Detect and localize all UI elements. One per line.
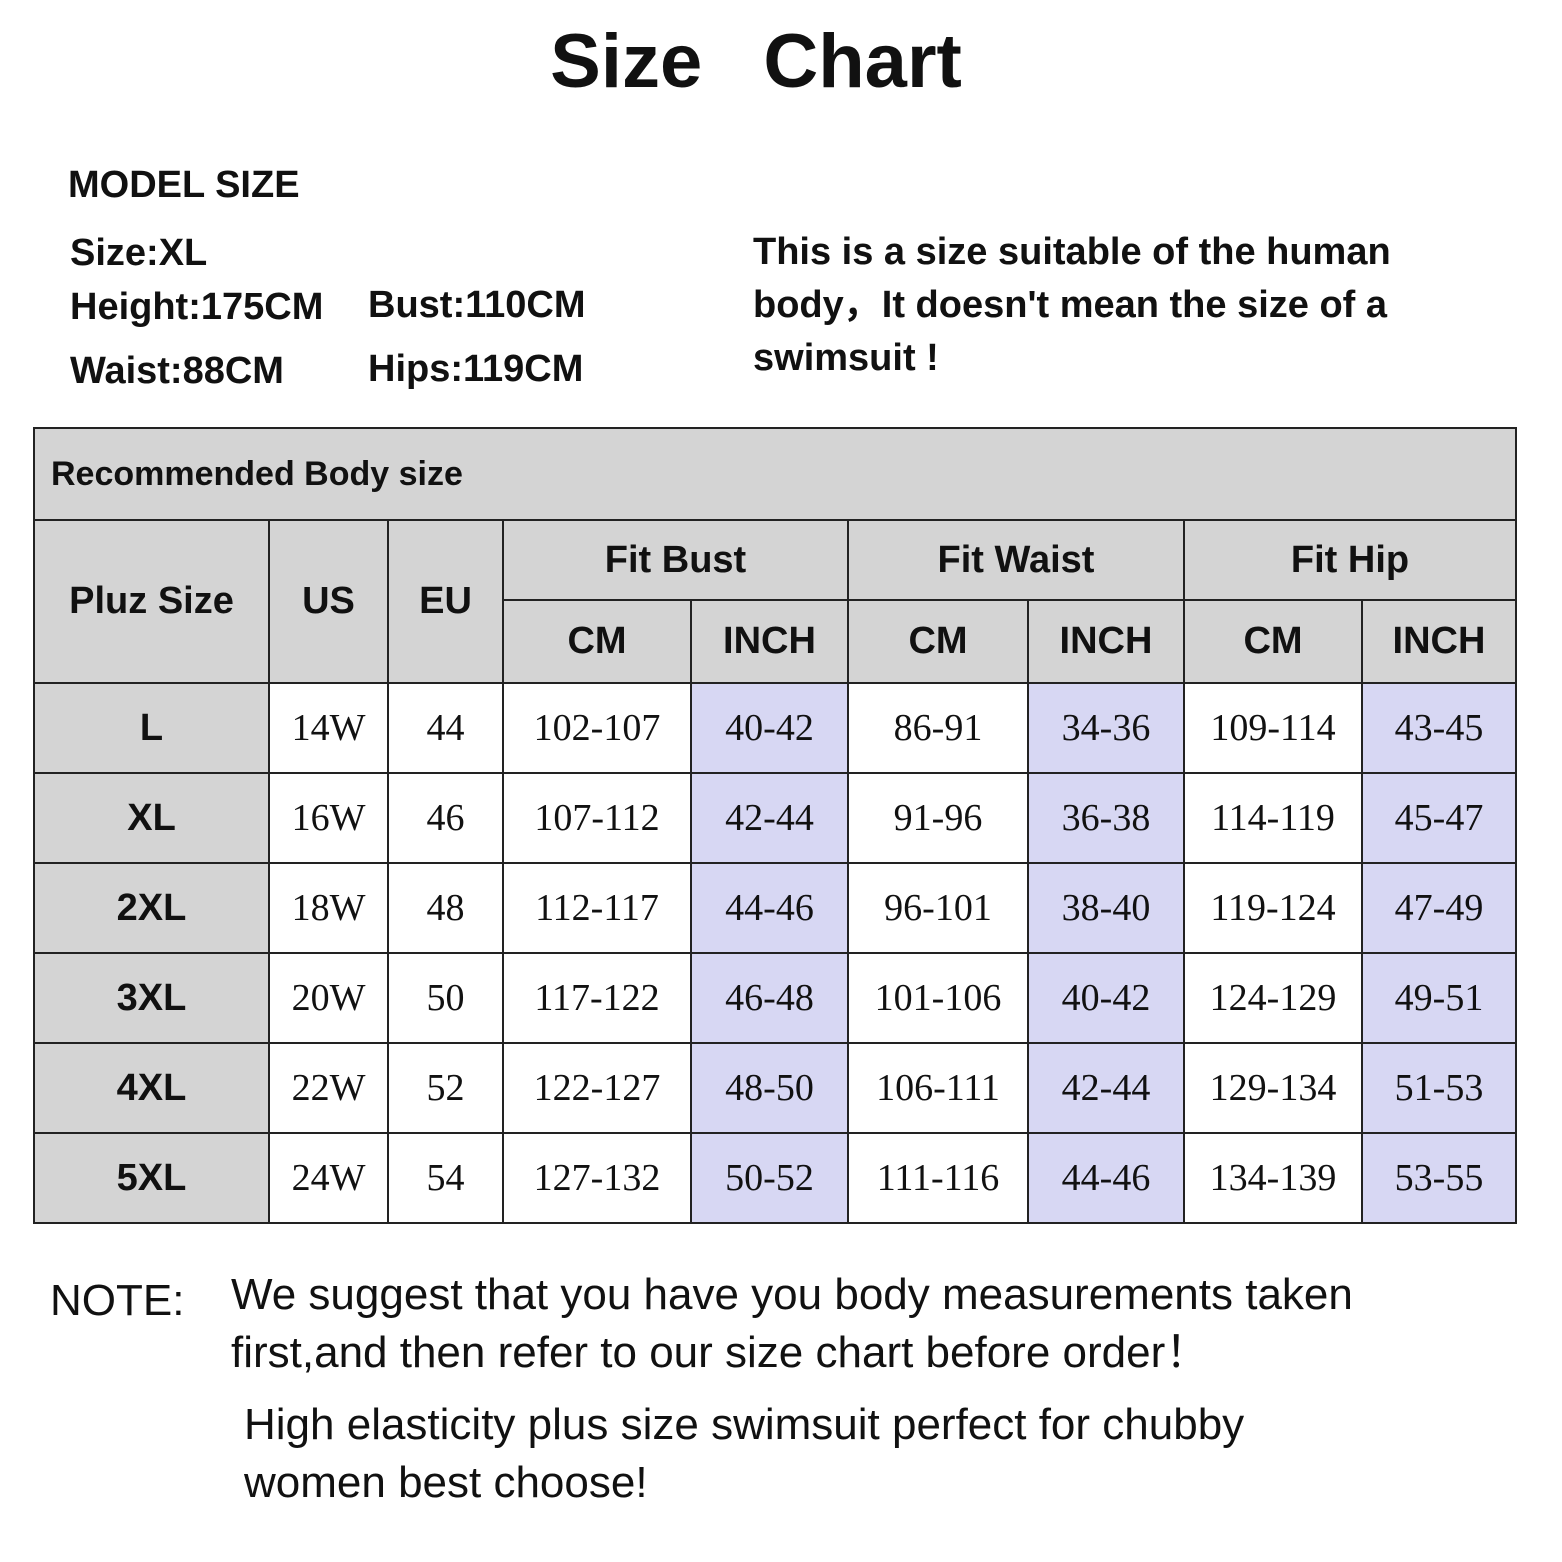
size-table: Recommended Body size Pluz Size US EU Fi… <box>33 427 1517 1224</box>
cell-size: 2XL <box>33 862 270 954</box>
cell-size: 4XL <box>33 1042 270 1134</box>
note-line-4: women best choose! <box>244 1458 648 1507</box>
cell-bust-inch: 40-42 <box>690 682 849 774</box>
model-size-heading: MODEL SIZE <box>68 164 300 206</box>
cell-hip-cm: 114-119 <box>1183 772 1363 864</box>
cell-us: 24W <box>268 1132 389 1224</box>
model-height: Height:175CM <box>70 286 324 328</box>
header-bust-inch: INCH <box>690 599 849 684</box>
table-row: 5XL 24W 54 127-132 50-52 111-116 44-46 134-139 5… <box>33 1132 1517 1224</box>
model-bust: Bust:110CM <box>368 284 586 326</box>
cell-hip-cm: 129-134 <box>1183 1042 1363 1134</box>
cell-hip-inch: 43-45 <box>1361 682 1517 774</box>
cell-size: 5XL <box>33 1132 270 1224</box>
cell-hip-cm: 134-139 <box>1183 1132 1363 1224</box>
cell-eu: 52 <box>387 1042 504 1134</box>
cell-hip-cm: 119-124 <box>1183 862 1363 954</box>
note-line-1: We suggest that you have you body measur… <box>231 1270 1353 1319</box>
table-row: XL 16W 46 107-112 42-44 91-96 36-38 114-119 45-4… <box>33 772 1517 864</box>
cell-bust-cm: 112-117 <box>502 862 692 954</box>
header-waist-inch: INCH <box>1027 599 1185 684</box>
cell-bust-inch: 50-52 <box>690 1132 849 1224</box>
cell-eu: 44 <box>387 682 504 774</box>
cell-size: 3XL <box>33 952 270 1044</box>
header-fit-hip: Fit Hip <box>1183 519 1517 601</box>
cell-eu: 46 <box>387 772 504 864</box>
cell-waist-inch: 36-38 <box>1027 772 1185 864</box>
cell-bust-cm: 117-122 <box>502 952 692 1044</box>
cell-bust-inch: 48-50 <box>690 1042 849 1134</box>
header-size: Pluz Size <box>33 519 270 684</box>
size-disclaimer: This is a size suitable of the human bod… <box>753 231 1391 379</box>
cell-eu: 54 <box>387 1132 504 1224</box>
model-hips: Hips:119CM <box>368 348 584 390</box>
cell-bust-inch: 46-48 <box>690 952 849 1044</box>
cell-bust-cm: 107-112 <box>502 772 692 864</box>
cell-hip-inch: 51-53 <box>1361 1042 1517 1134</box>
cell-size: L <box>33 682 270 774</box>
header-fit-waist: Fit Waist <box>847 519 1185 601</box>
cell-bust-inch: 42-44 <box>690 772 849 864</box>
cell-eu: 48 <box>387 862 504 954</box>
cell-bust-cm: 122-127 <box>502 1042 692 1134</box>
cell-waist-inch: 44-46 <box>1027 1132 1185 1224</box>
table-row: 2XL 18W 48 112-117 44-46 96-101 38-40 119-124 47… <box>33 862 1517 954</box>
cell-waist-cm: 101-106 <box>847 952 1029 1044</box>
table-row: L 14W 44 102-107 40-42 86-91 34-36 109-114 43-45 <box>33 682 1517 774</box>
header-hip-inch: INCH <box>1361 599 1517 684</box>
cell-waist-cm: 91-96 <box>847 772 1029 864</box>
cell-waist-cm: 111-116 <box>847 1132 1029 1224</box>
cell-waist-cm: 96-101 <box>847 862 1029 954</box>
cell-us: 20W <box>268 952 389 1044</box>
cell-hip-inch: 47-49 <box>1361 862 1517 954</box>
cell-hip-inch: 45-47 <box>1361 772 1517 864</box>
cell-waist-cm: 106-111 <box>847 1042 1029 1134</box>
cell-bust-inch: 44-46 <box>690 862 849 954</box>
model-size: Size:XL <box>70 232 208 274</box>
cell-hip-cm: 109-114 <box>1183 682 1363 774</box>
cell-waist-inch: 42-44 <box>1027 1042 1185 1134</box>
cell-size: XL <box>33 772 270 864</box>
cell-waist-cm: 86-91 <box>847 682 1029 774</box>
page-title: Size Chart <box>550 19 962 104</box>
note-line-2: first,and then refer to our size chart b… <box>231 1328 1210 1377</box>
header-us: US <box>268 519 389 684</box>
model-waist: Waist:88CM <box>70 350 284 392</box>
note-line-3: High elasticity plus size swimsuit perfe… <box>244 1400 1245 1449</box>
cell-hip-inch: 53-55 <box>1361 1132 1517 1224</box>
cell-waist-inch: 34-36 <box>1027 682 1185 774</box>
header-eu: EU <box>387 519 504 684</box>
cell-hip-cm: 124-129 <box>1183 952 1363 1044</box>
header-fit-bust: Fit Bust <box>502 519 849 601</box>
cell-hip-inch: 49-51 <box>1361 952 1517 1044</box>
cell-waist-inch: 38-40 <box>1027 862 1185 954</box>
header-hip-cm: CM <box>1183 599 1363 684</box>
cell-us: 22W <box>268 1042 389 1134</box>
cell-waist-inch: 40-42 <box>1027 952 1185 1044</box>
cell-bust-cm: 102-107 <box>502 682 692 774</box>
header-waist-cm: CM <box>847 599 1029 684</box>
cell-us: 14W <box>268 682 389 774</box>
table-row: 3XL 20W 50 117-122 46-48 101-106 40-42 124-129 4… <box>33 952 1517 1044</box>
note-label: NOTE: <box>50 1276 185 1325</box>
cell-us: 16W <box>268 772 389 864</box>
header-bust-cm: CM <box>502 599 692 684</box>
table-title: Recommended Body size <box>33 427 1517 521</box>
cell-eu: 50 <box>387 952 504 1044</box>
cell-bust-cm: 127-132 <box>502 1132 692 1224</box>
table-row: 4XL 22W 52 122-127 48-50 106-111 42-44 129-134 5… <box>33 1042 1517 1134</box>
cell-us: 18W <box>268 862 389 954</box>
